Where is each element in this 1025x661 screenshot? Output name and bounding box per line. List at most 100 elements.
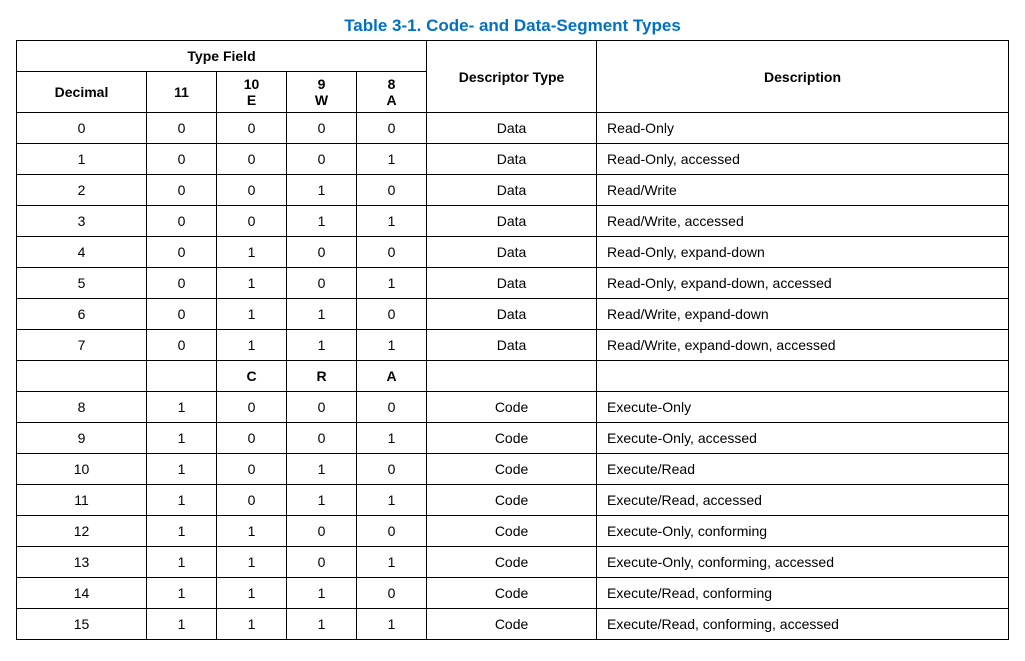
cell-bit-10: 0 (217, 113, 287, 144)
cell-description: Read/Write, expand-down, accessed (597, 330, 1009, 361)
cell-bit-11: 1 (147, 485, 217, 516)
cell-bit-11: 0 (147, 206, 217, 237)
table-row: 101010CodeExecute/Read (17, 454, 1009, 485)
table-row: 141110CodeExecute/Read, conforming (17, 578, 1009, 609)
cell-decimal: 2 (17, 175, 147, 206)
cell-description: Read-Only, expand-down, accessed (597, 268, 1009, 299)
cell-descriptor-type: Code (427, 516, 597, 547)
cell-descriptor-type: Code (427, 454, 597, 485)
cell-bit-9: 0 (287, 516, 357, 547)
mid-cell-a: A (357, 361, 427, 392)
cell-description: Read-Only, expand-down (597, 237, 1009, 268)
cell-bit-11: 1 (147, 609, 217, 640)
cell-descriptor-type: Data (427, 206, 597, 237)
cell-bit-11: 0 (147, 237, 217, 268)
table-caption: Table 3-1. Code- and Data-Segment Types (16, 16, 1009, 36)
cell-decimal: 7 (17, 330, 147, 361)
mid-cell-empty (597, 361, 1009, 392)
cell-descriptor-type: Data (427, 144, 597, 175)
table-row: 131101CodeExecute-Only, conforming, acce… (17, 547, 1009, 578)
cell-bit-9: 0 (287, 268, 357, 299)
table-row: 121100CodeExecute-Only, conforming (17, 516, 1009, 547)
header-decimal: Decimal (17, 72, 147, 113)
cell-bit-11: 0 (147, 144, 217, 175)
segment-types-table: Type Field Descriptor Type Description D… (16, 40, 1009, 640)
cell-bit-8: 0 (357, 516, 427, 547)
cell-description: Execute-Only, conforming, accessed (597, 547, 1009, 578)
cell-description: Execute/Read, conforming (597, 578, 1009, 609)
cell-bit-8: 0 (357, 299, 427, 330)
table-row: 111011CodeExecute/Read, accessed (17, 485, 1009, 516)
cell-bit-11: 1 (147, 516, 217, 547)
cell-descriptor-type: Code (427, 578, 597, 609)
cell-bit-8: 1 (357, 423, 427, 454)
cell-bit-9: 1 (287, 299, 357, 330)
cell-bit-10: 1 (217, 237, 287, 268)
table-row: 50101DataRead-Only, expand-down, accesse… (17, 268, 1009, 299)
header-descriptor-type: Descriptor Type (427, 41, 597, 113)
cell-description: Execute/Read (597, 454, 1009, 485)
cell-bit-8: 1 (357, 144, 427, 175)
header-bit-8: 8 A (357, 72, 427, 113)
cell-bit-8: 1 (357, 330, 427, 361)
cell-descriptor-type: Data (427, 175, 597, 206)
cell-bit-8: 0 (357, 237, 427, 268)
cell-bit-11: 1 (147, 392, 217, 423)
cell-decimal: 15 (17, 609, 147, 640)
cell-bit-10: 1 (217, 299, 287, 330)
cell-decimal: 6 (17, 299, 147, 330)
cell-decimal: 10 (17, 454, 147, 485)
cell-bit-8: 0 (357, 175, 427, 206)
cell-bit-9: 1 (287, 578, 357, 609)
cell-bit-8: 0 (357, 392, 427, 423)
cell-decimal: 11 (17, 485, 147, 516)
header-bit-9-sub: W (315, 92, 328, 108)
cell-bit-10: 0 (217, 423, 287, 454)
header-description: Description (597, 41, 1009, 113)
cell-decimal: 0 (17, 113, 147, 144)
cell-bit-10: 1 (217, 609, 287, 640)
cell-description: Execute-Only, conforming (597, 516, 1009, 547)
cell-decimal: 5 (17, 268, 147, 299)
header-bit-11: 11 (147, 72, 217, 113)
cell-descriptor-type: Data (427, 330, 597, 361)
cell-bit-9: 0 (287, 392, 357, 423)
mid-cell-empty (427, 361, 597, 392)
cell-bit-11: 1 (147, 547, 217, 578)
cell-descriptor-type: Data (427, 113, 597, 144)
header-bit-8-num: 8 (388, 76, 396, 92)
table-row: 40100DataRead-Only, expand-down (17, 237, 1009, 268)
cell-description: Execute-Only, accessed (597, 423, 1009, 454)
table-row: 91001CodeExecute-Only, accessed (17, 423, 1009, 454)
cell-bit-8: 1 (357, 547, 427, 578)
cell-descriptor-type: Data (427, 268, 597, 299)
cell-bit-9: 0 (287, 113, 357, 144)
cell-description: Read-Only, accessed (597, 144, 1009, 175)
cell-decimal: 8 (17, 392, 147, 423)
header-bit-10-num: 10 (244, 76, 260, 92)
cell-bit-10: 0 (217, 485, 287, 516)
cell-bit-11: 0 (147, 113, 217, 144)
cell-bit-8: 1 (357, 609, 427, 640)
cell-bit-8: 0 (357, 578, 427, 609)
cell-bit-10: 1 (217, 547, 287, 578)
cell-bit-9: 1 (287, 454, 357, 485)
cell-description: Execute-Only (597, 392, 1009, 423)
cell-description: Read/Write, accessed (597, 206, 1009, 237)
cell-bit-11: 0 (147, 268, 217, 299)
table-row: 20010DataRead/Write (17, 175, 1009, 206)
cell-bit-8: 0 (357, 454, 427, 485)
cell-decimal: 1 (17, 144, 147, 175)
cell-description: Execute/Read, accessed (597, 485, 1009, 516)
header-bit-9: 9 W (287, 72, 357, 113)
header-bit-10-sub: E (247, 92, 256, 108)
mid-cell-empty (17, 361, 147, 392)
cell-bit-9: 1 (287, 485, 357, 516)
cell-bit-10: 0 (217, 392, 287, 423)
cell-descriptor-type: Data (427, 299, 597, 330)
cell-bit-8: 1 (357, 206, 427, 237)
table-row: 60110DataRead/Write, expand-down (17, 299, 1009, 330)
cell-descriptor-type: Code (427, 547, 597, 578)
cell-description: Read/Write (597, 175, 1009, 206)
cell-descriptor-type: Code (427, 485, 597, 516)
